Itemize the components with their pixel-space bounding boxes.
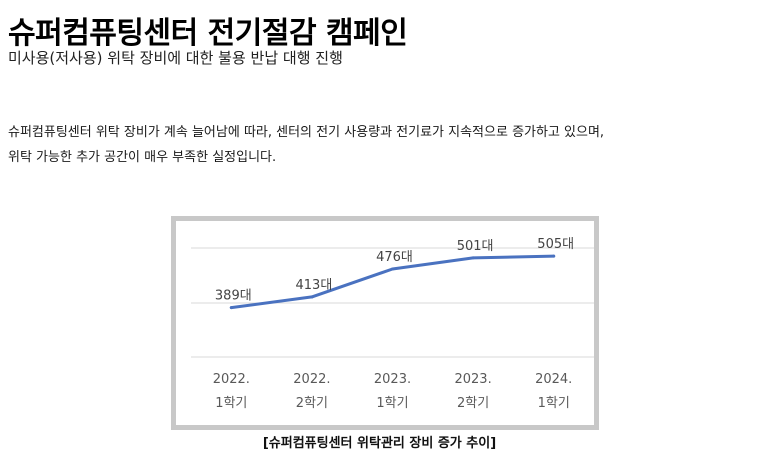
line-chart: 389대 413대 476대 501대 505대 2022. 1학기 2022. 2학기 2023…: [191, 237, 594, 411]
page-subtitle: 미사용(저사용) 위탁 장비에 대한 불용 반납 대행 진행: [8, 49, 343, 67]
data-label-4: 505대: [537, 237, 574, 252]
x-tick-label-0-1: 1학기: [215, 396, 247, 411]
data-point-2: [391, 267, 394, 271]
data-label-1: 413대: [296, 278, 333, 293]
x-tick-label-4-0: 2024.: [535, 372, 572, 387]
x-tick-label-2-0: 2023.: [374, 372, 411, 387]
x-tick-label-3-1: 2학기: [457, 396, 489, 411]
description-line-1: 슈퍼컴퓨팅센터 위탁 장비가 계속 늘어남에 따라, 센터의 전기 사용량과 전…: [8, 125, 605, 140]
description-line-2: 위탁 가능한 추가 공간이 매우 부족한 실정입니다.: [8, 150, 277, 165]
data-point-4: [552, 254, 556, 258]
x-tick-label-1-0: 2022.: [293, 372, 330, 387]
data-point-3: [471, 256, 475, 260]
x-tick-label-1-1: 2학기: [296, 396, 328, 411]
data-point-0: [229, 306, 233, 310]
data-point-1: [310, 295, 314, 299]
x-tick-label-3-0: 2023.: [454, 372, 491, 387]
chart-caption: [슈퍼컴퓨팅센터 위탁관리 장비 증가 추이]: [262, 436, 497, 451]
description-paragraph: 슈퍼컴퓨팅센터 위탁 장비가 계속 늘어남에 따라, 센터의 전기 사용량과 전…: [8, 120, 753, 170]
data-label-2: 476대: [376, 250, 413, 265]
x-tick-label-0-0: 2022.: [213, 372, 250, 387]
data-label-3: 501대: [457, 239, 494, 254]
page-title: 슈퍼컴퓨팅센터 전기절감 캠페인: [8, 16, 408, 51]
x-tick-label-2-1: 1학기: [376, 396, 408, 411]
data-label-0: 389대: [215, 289, 252, 304]
x-tick-label-4-1: 1학기: [538, 396, 570, 411]
chart-frame: 389대 413대 476대 501대 505대 2022. 1학기 2022. 2학기 2023…: [171, 216, 599, 430]
